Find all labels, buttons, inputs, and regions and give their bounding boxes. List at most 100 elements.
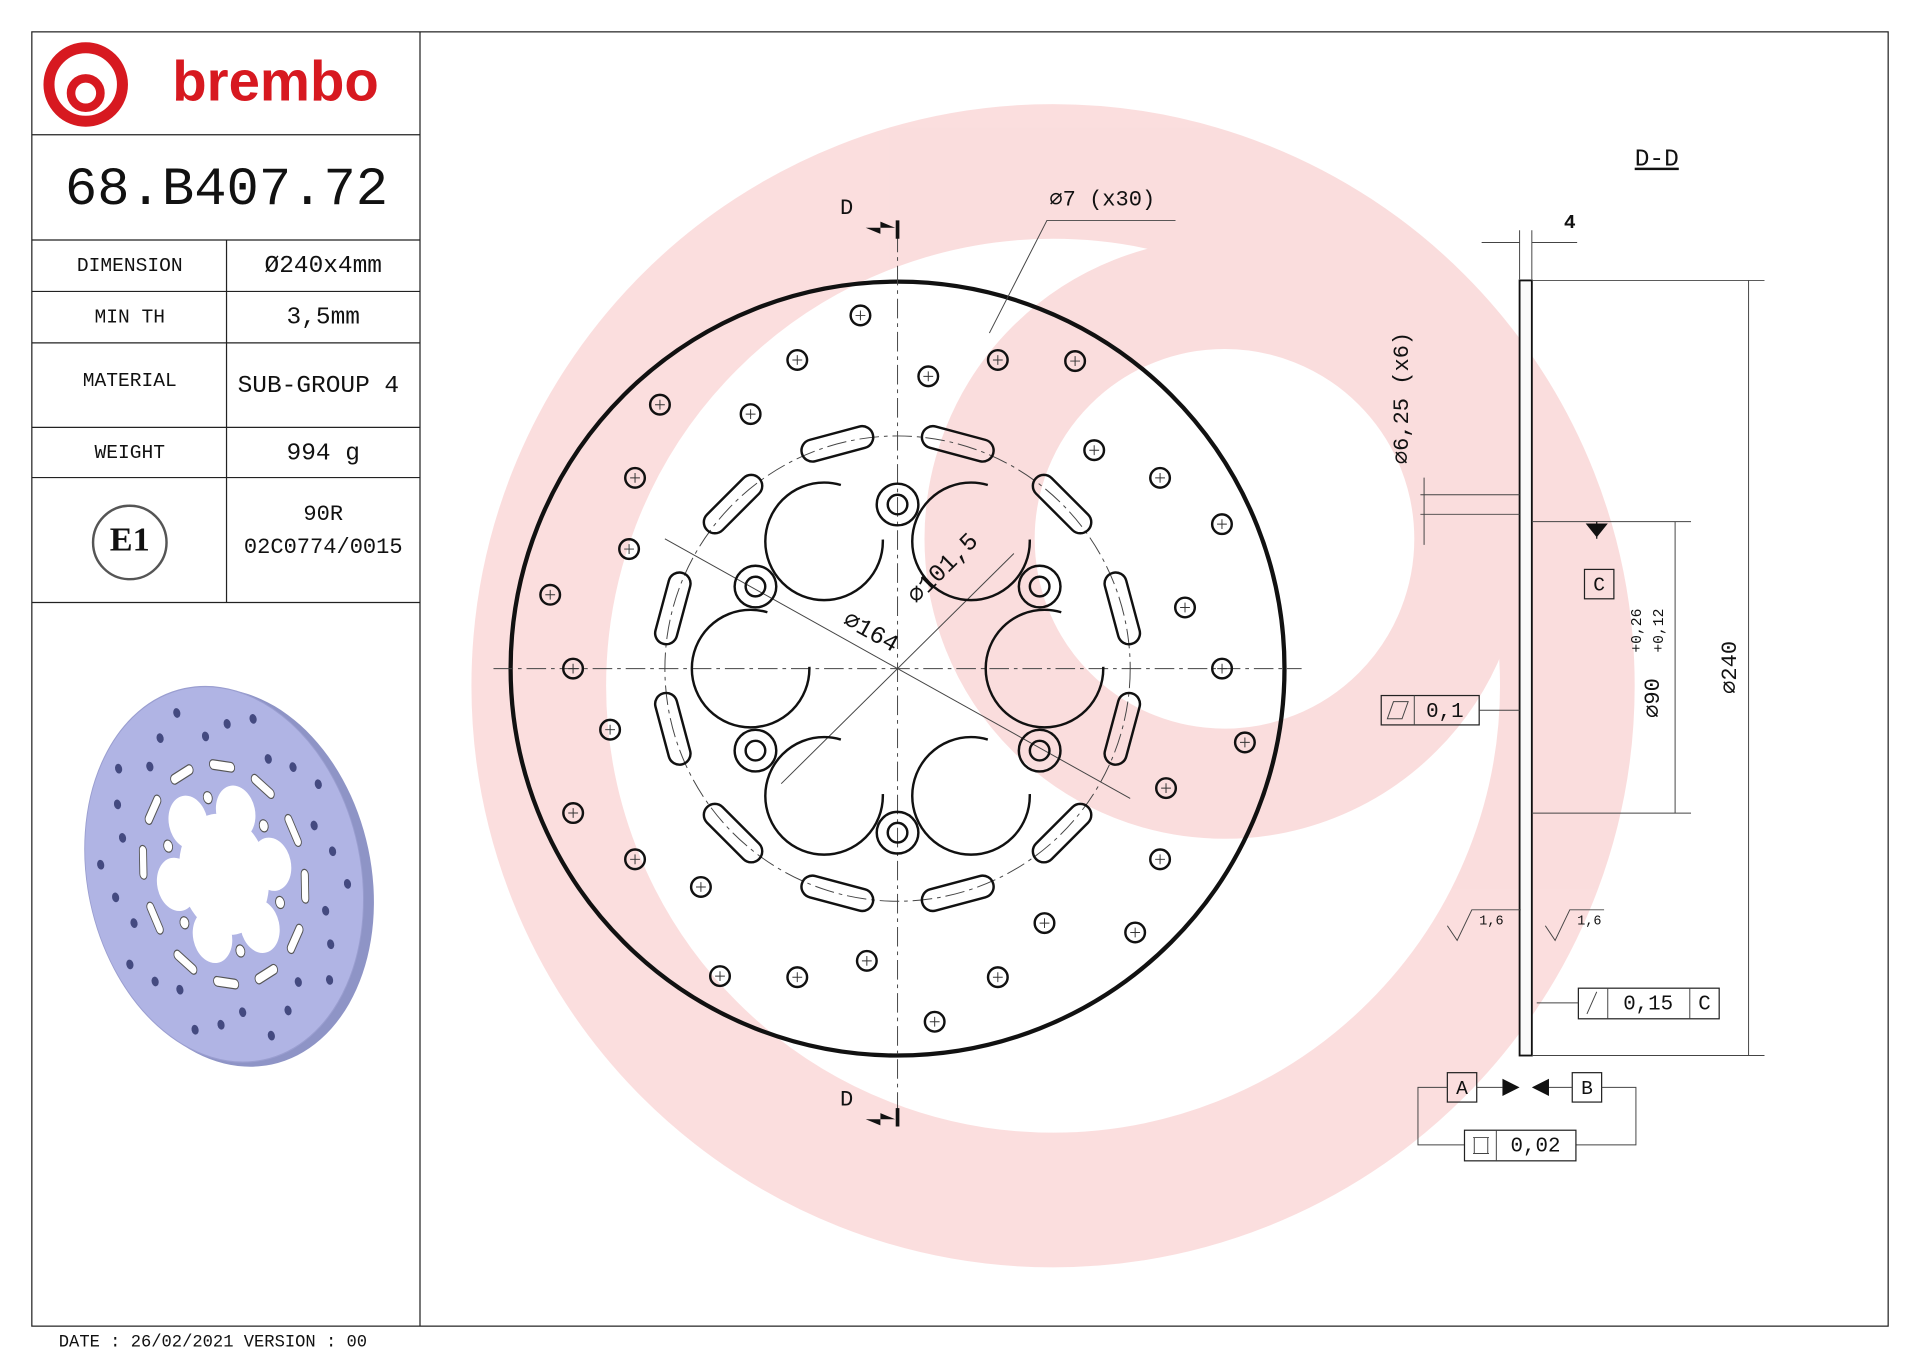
tol-lower: +0,12 <box>1652 609 1668 653</box>
datum-flag <box>1585 521 1608 539</box>
flatness-symbol <box>1386 695 1520 725</box>
slot <box>702 473 764 535</box>
drilled-hole <box>1173 596 1197 619</box>
watermark <box>471 104 1635 1268</box>
spec-label: WEIGHT <box>95 442 166 464</box>
hole-centre <box>630 472 640 483</box>
section-view: D-D 4 ⌀6,25 (x6) C ⌀90 +0,26 +0,12 ⌀240 … <box>1380 147 1765 1162</box>
render-slot <box>173 949 198 975</box>
render-slot <box>250 773 275 800</box>
drilled-hole <box>562 802 585 825</box>
drilled-hole <box>1210 513 1233 536</box>
render-slot <box>213 975 240 990</box>
disc-render <box>84 685 374 1067</box>
render-hole <box>151 976 159 987</box>
hole-centre <box>1070 356 1080 366</box>
bolt-boss <box>1017 564 1062 609</box>
render-slot <box>254 963 279 985</box>
drilled-hole <box>1233 731 1256 754</box>
drilled-hole <box>1124 921 1147 944</box>
bolt-hole <box>744 575 767 598</box>
section-arrow <box>865 221 896 1126</box>
hole-centre <box>655 399 665 410</box>
drilled-hole <box>599 718 622 741</box>
drilled-hole <box>1033 912 1056 935</box>
leader <box>1417 1086 1637 1146</box>
render-slot <box>146 901 164 935</box>
bolt-hole <box>1028 739 1051 762</box>
section-label: D <box>840 1087 853 1112</box>
slot <box>1103 571 1142 646</box>
render-slot <box>138 844 148 880</box>
render-slot <box>170 764 194 785</box>
bolt-boss <box>733 728 778 773</box>
render-hole <box>146 761 154 772</box>
render-hole <box>249 714 257 724</box>
slot <box>653 691 692 766</box>
flatness-value: 0,1 <box>1426 701 1463 724</box>
render-hole <box>113 799 122 810</box>
drilled-hole <box>739 403 762 426</box>
hole-centre <box>568 808 579 818</box>
render-bolt <box>275 895 285 910</box>
section-label: D <box>840 196 853 221</box>
render-bolt <box>179 916 190 930</box>
hole-callout: ⌀7 (x30) <box>1049 187 1155 212</box>
hub-lobe <box>911 735 1032 856</box>
render-hole <box>156 733 164 743</box>
drilled-hole <box>986 348 1009 372</box>
render-hole <box>325 975 334 985</box>
hub-lobe <box>984 608 1105 729</box>
spec-label: MIN TH <box>95 306 166 328</box>
slot <box>1031 473 1093 535</box>
hole-centre <box>696 882 706 892</box>
dim-label: ⌀164 <box>838 607 903 659</box>
approval-number: 02C0774/0015 <box>244 535 403 560</box>
render-hole <box>239 1007 247 1018</box>
hub-lobe <box>911 481 1032 602</box>
spec-value: SUB-GROUP 4 <box>238 373 400 400</box>
bolt-boss <box>875 482 920 527</box>
drilled-hole <box>786 348 809 372</box>
dim-label: ⌀240 <box>1718 641 1743 694</box>
render-slot <box>286 923 304 955</box>
drilled-hole <box>539 583 562 606</box>
render-hole <box>112 892 120 903</box>
bolt-hole <box>886 821 909 844</box>
logo-inner <box>66 74 105 113</box>
spec-value: 3,5mm <box>287 305 360 332</box>
slot <box>800 874 875 913</box>
hole-centre <box>792 972 803 983</box>
dim-label: 4 <box>1564 212 1576 234</box>
slot <box>800 424 875 463</box>
hub-lobe <box>764 481 885 602</box>
render-hole <box>223 719 231 729</box>
hole-centre <box>855 310 866 321</box>
hole-centre <box>745 409 756 419</box>
dim-label: ⌀90 <box>1641 678 1666 718</box>
parallel-value: 0,02 <box>1511 1136 1561 1159</box>
bolt-hole <box>1028 575 1051 598</box>
hole-centre <box>1180 602 1190 613</box>
runout-datum: C <box>1698 994 1710 1017</box>
part-number: 68.B407.72 <box>65 160 388 221</box>
hole-centre <box>715 971 725 982</box>
render-slot <box>300 868 310 904</box>
hole-centre <box>1217 663 1227 674</box>
render-hole <box>314 779 322 790</box>
hole-centre <box>1239 737 1250 748</box>
render-hole <box>130 918 138 928</box>
tol-upper: +0,26 <box>1630 609 1646 653</box>
footer: DATE : 26/02/2021 VERSION : 00 <box>59 1334 367 1353</box>
render-bolt <box>258 819 269 833</box>
hole-centre <box>992 355 1003 365</box>
render-hole <box>126 959 134 970</box>
bolt-hole <box>744 739 767 762</box>
render-bolt <box>163 839 174 853</box>
roughness: 1,6 <box>1479 914 1503 929</box>
slot <box>653 571 692 646</box>
drilled-hole <box>1149 848 1172 871</box>
drilled-hole <box>1211 657 1234 680</box>
drilled-hole <box>1149 466 1172 489</box>
